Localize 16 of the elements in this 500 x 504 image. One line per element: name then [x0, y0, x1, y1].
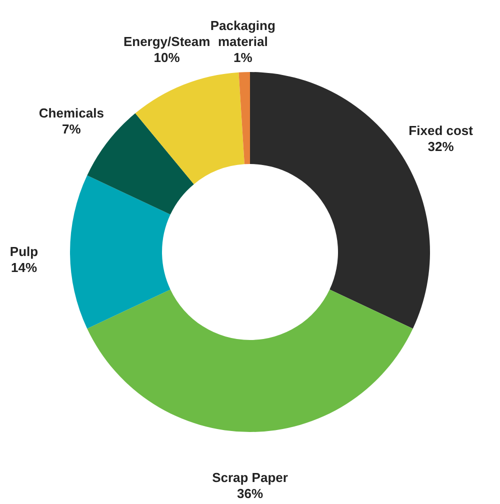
donut-slice	[238, 72, 250, 164]
donut-slice	[70, 175, 170, 329]
data-label: 32%	[428, 138, 454, 154]
slice-label: Packaging material	[210, 18, 276, 50]
slice-label: Energy/Steam	[123, 34, 210, 49]
data-label: 14%	[10, 260, 38, 275]
data-label: 1%	[234, 50, 253, 66]
donut-slice	[87, 289, 413, 432]
slice-label: Scrap Paper	[212, 470, 288, 485]
slice-label: Pulp	[10, 244, 38, 259]
donut-slice	[135, 72, 244, 184]
slice-label: Fixed cost	[408, 122, 474, 138]
data-label: 36%	[236, 486, 264, 501]
slice-label: Chemicals	[38, 105, 104, 120]
data-label: 7%	[62, 121, 82, 136]
data-label: 10%	[154, 50, 180, 65]
